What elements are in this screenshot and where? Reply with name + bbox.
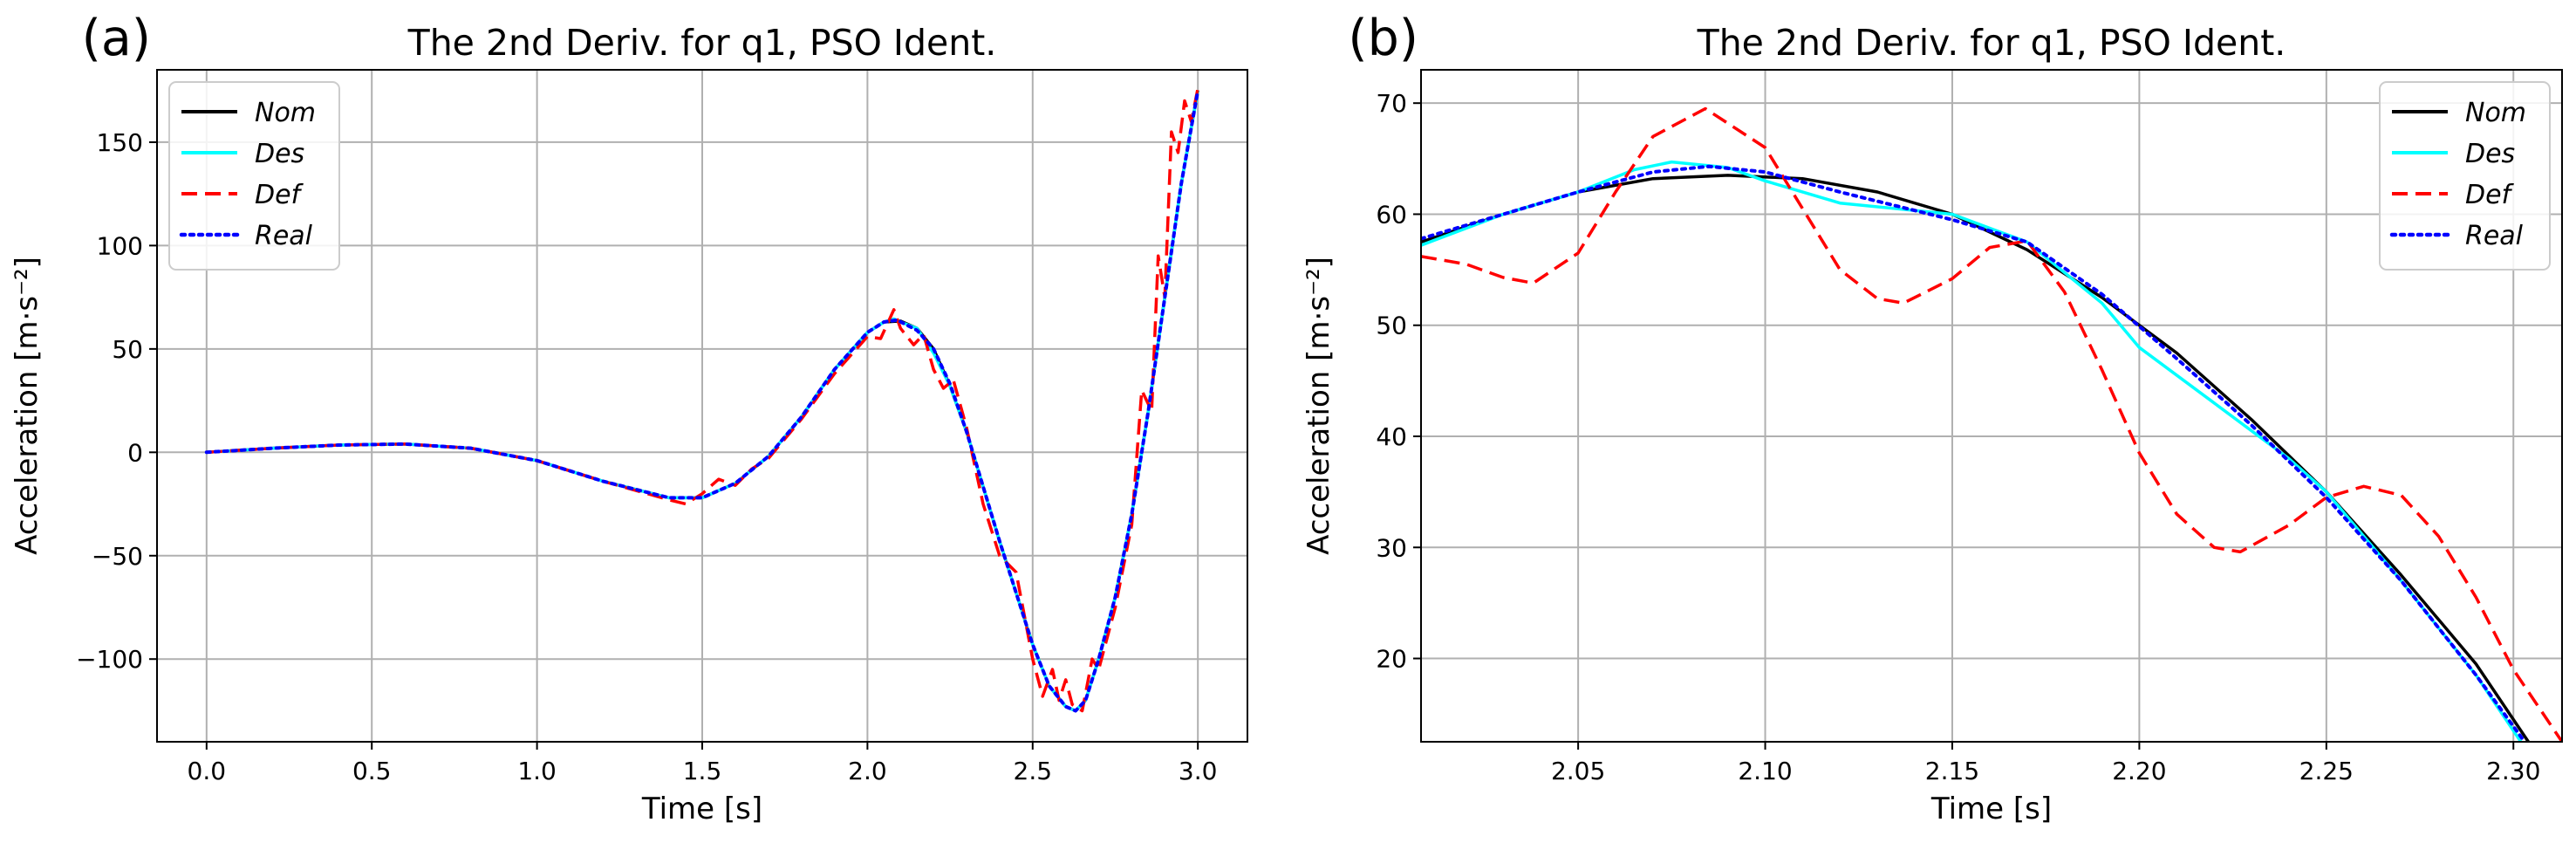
x-tick-label: 2.0: [848, 757, 887, 785]
legend-label-nom: Nom: [255, 98, 316, 128]
x-tick-label: 3.0: [1179, 757, 1218, 785]
y-tick-label: 20: [1376, 645, 1407, 674]
panel-label: (a): [82, 10, 151, 67]
axes-frame: [1420, 69, 2563, 743]
series-line-def: [1421, 106, 2562, 742]
y-tick-label: 150: [97, 128, 143, 157]
y-tick-label: 70: [1376, 89, 1407, 118]
x-tick-label: 2.10: [1738, 757, 1792, 785]
legend-label-real: Real: [2465, 221, 2524, 251]
x-tick-label: 2.15: [1925, 757, 1979, 785]
chart-title: The 2nd Deriv. for q1, PSO Ident.: [407, 22, 997, 64]
x-tick-label: 1.0: [517, 757, 557, 785]
legend-label-def: Def: [255, 180, 304, 210]
legend-box: [2379, 81, 2551, 271]
legend-label-des: Des: [2465, 139, 2515, 169]
y-tick-label: 30: [1376, 533, 1407, 562]
x-tick-label: 2.05: [1551, 757, 1605, 785]
y-tick-label: −100: [76, 645, 143, 674]
panel-label: (b): [1348, 10, 1418, 67]
x-tick-label: 0.5: [352, 757, 392, 785]
legend: Nom Des Def Real: [168, 81, 340, 271]
x-tick-label: 2.25: [2299, 757, 2354, 785]
series-group: [1421, 106, 2562, 742]
y-tick-label: 50: [112, 335, 143, 364]
legend-label-des: Des: [255, 139, 304, 169]
y-tick-label: 0: [127, 438, 143, 467]
x-tick-label: 2.5: [1014, 757, 1053, 785]
legend-box: [168, 81, 340, 271]
x-tick-label: 2.30: [2486, 757, 2540, 785]
y-tick-label: 60: [1376, 200, 1407, 229]
legend-label-real: Real: [255, 221, 313, 251]
series-line-des: [1421, 160, 2523, 742]
series-line-real: [1421, 164, 2527, 742]
legend: Nom Des Def Real: [2379, 81, 2551, 271]
chart-panel-a: 0.0 0.5 1.0 1.5 2.0 2.5 3.0 −100 −50 0 50 100 150 The…: [10, 10, 1248, 826]
legend-label-nom: Nom: [2465, 98, 2526, 128]
y-axis-label: Acceleration [m·s⁻²]: [1302, 257, 1336, 555]
chart-title: The 2nd Deriv. for q1, PSO Ident.: [1697, 22, 2286, 64]
y-tick-label: 40: [1376, 422, 1407, 451]
y-tick-label: −50: [92, 542, 143, 571]
x-tick-label: 1.5: [683, 757, 722, 785]
legend-label-def: Def: [2465, 180, 2515, 210]
x-tick-label: 2.20: [2112, 757, 2166, 785]
x-axis-label: Time [s]: [641, 792, 762, 826]
x-axis-label: Time [s]: [1930, 792, 2052, 826]
chart-panel-b: 2.05 2.10 2.15 2.20 2.25 2.30 20 30 40 50 60 70 The …: [1302, 10, 2563, 826]
y-axis-label: Acceleration [m·s⁻²]: [10, 257, 44, 555]
y-tick-label: 100: [97, 231, 143, 260]
y-tick-label: 50: [1376, 312, 1407, 340]
x-tick-label: 0.0: [188, 757, 227, 785]
series-group: [204, 87, 1200, 713]
series-line-real: [204, 88, 1200, 713]
